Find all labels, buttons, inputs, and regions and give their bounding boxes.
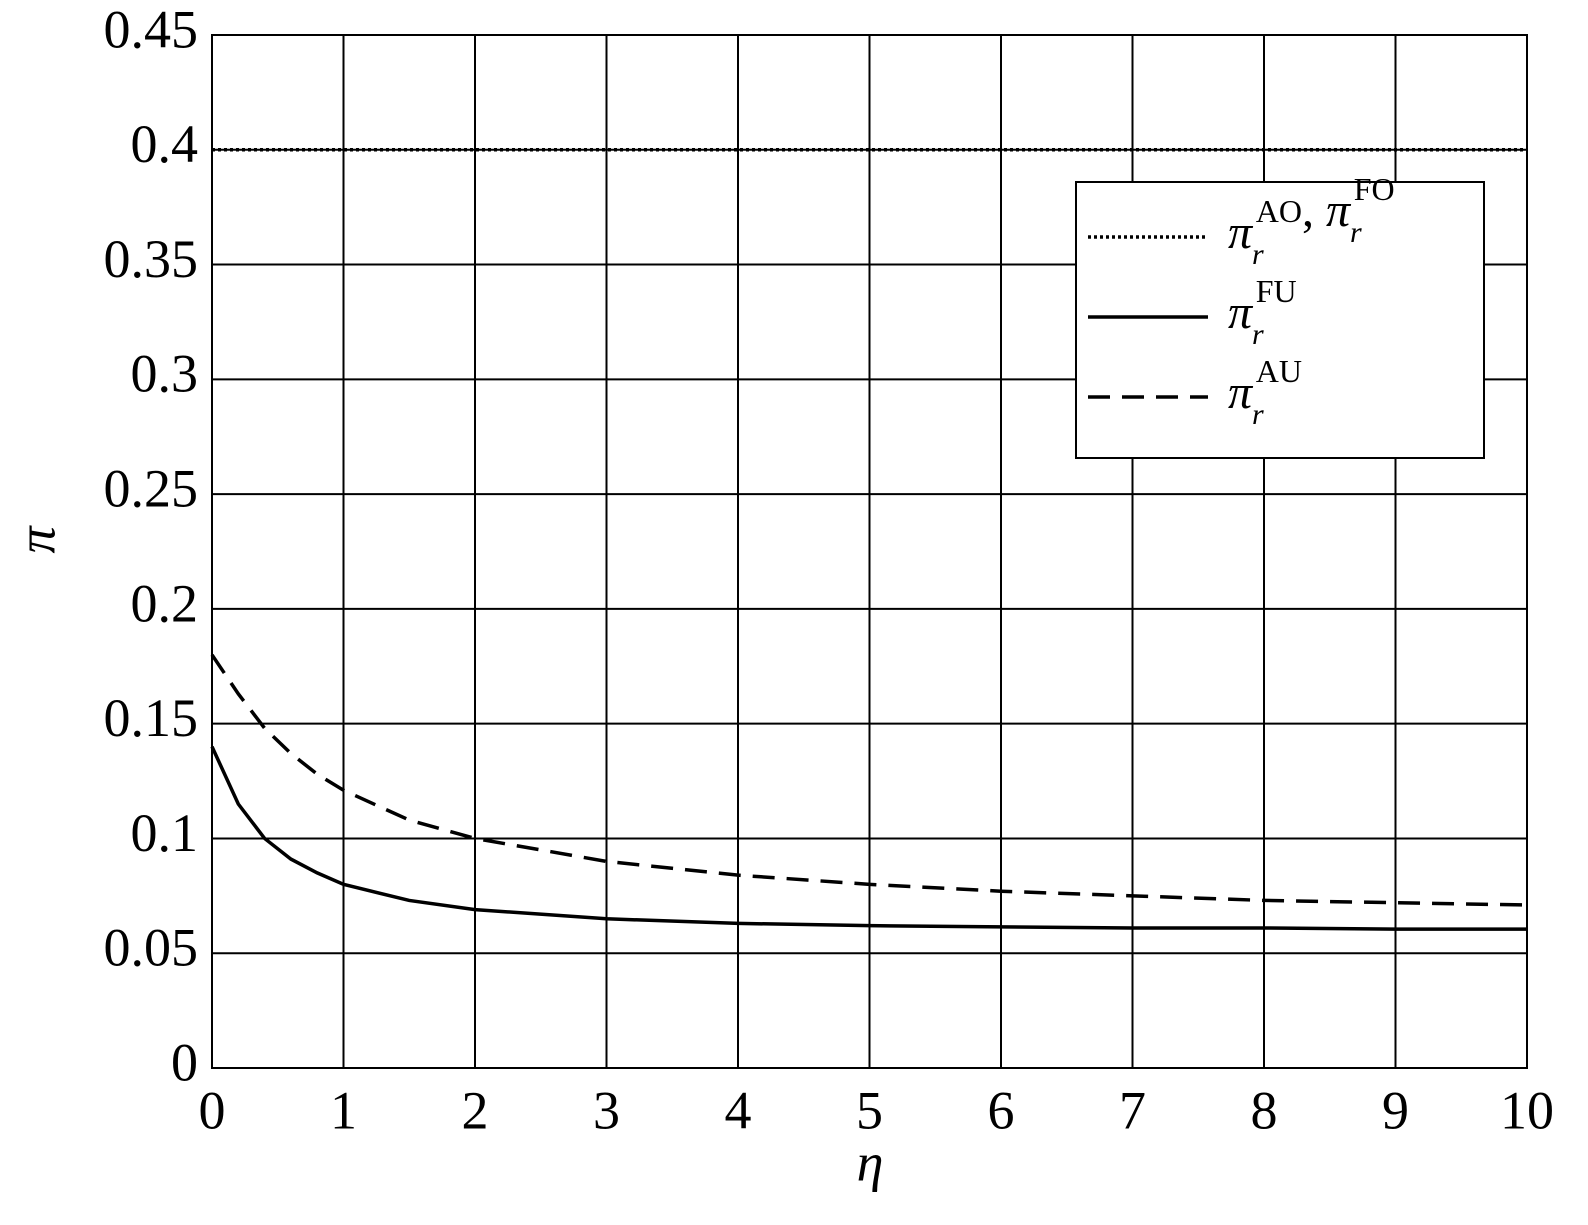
x-tick-label: 1 [330, 1080, 357, 1140]
y-tick-label: 0.1 [131, 803, 199, 863]
y-tick-label: 0.35 [104, 229, 199, 289]
x-tick-label: 0 [199, 1080, 226, 1140]
legend-label: πrAO, πrFO [1228, 171, 1395, 271]
x-axis-label: η [857, 1132, 884, 1192]
y-tick-label: 0.3 [131, 344, 199, 404]
x-tick-label: 10 [1500, 1080, 1554, 1140]
x-tick-label: 8 [1251, 1080, 1278, 1140]
y-tick-label: 0 [171, 1032, 198, 1092]
x-tick-label: 5 [856, 1080, 883, 1140]
y-tick-label: 0.45 [104, 0, 199, 59]
y-tick-label: 0.4 [131, 114, 199, 174]
legend-box [1075, 181, 1485, 459]
x-tick-label: 6 [988, 1080, 1015, 1140]
legend-label: πrAU [1228, 353, 1302, 431]
x-tick-label: 4 [725, 1080, 752, 1140]
y-tick-label: 0.2 [131, 573, 199, 633]
y-tick-label: 0.25 [104, 459, 199, 519]
x-tick-label: 3 [593, 1080, 620, 1140]
x-tick-label: 7 [1119, 1080, 1146, 1140]
x-tick-label: 9 [1382, 1080, 1409, 1140]
legend-label: πrFU [1228, 273, 1297, 351]
plot-frame [211, 34, 1528, 1069]
y-tick-label: 0.15 [104, 688, 199, 748]
series-line [210, 653, 1528, 907]
series-line [210, 745, 1527, 931]
y-tick-label: 0.05 [104, 918, 199, 978]
x-tick-label: 2 [462, 1080, 489, 1140]
y-axis-label: π [6, 525, 66, 554]
